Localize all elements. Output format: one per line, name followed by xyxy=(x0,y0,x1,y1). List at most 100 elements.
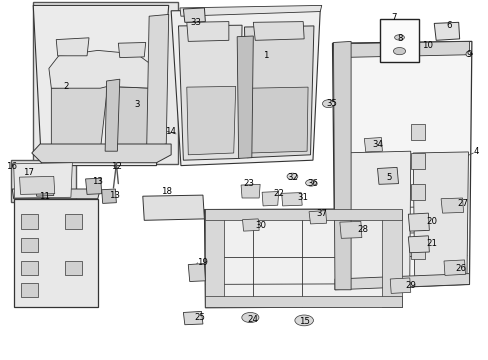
Polygon shape xyxy=(171,9,320,166)
Polygon shape xyxy=(237,36,253,158)
Polygon shape xyxy=(244,26,313,158)
Polygon shape xyxy=(14,199,98,307)
Polygon shape xyxy=(142,195,204,220)
Text: 10: 10 xyxy=(421,41,431,50)
Polygon shape xyxy=(204,209,401,308)
Polygon shape xyxy=(183,311,203,325)
Bar xyxy=(20,238,38,252)
Text: 24: 24 xyxy=(246,315,257,324)
Text: 34: 34 xyxy=(372,140,383,149)
Polygon shape xyxy=(443,260,465,275)
Polygon shape xyxy=(410,124,425,140)
Polygon shape xyxy=(364,138,382,152)
Polygon shape xyxy=(253,22,304,40)
Polygon shape xyxy=(332,41,471,290)
Bar xyxy=(20,261,38,275)
Text: 36: 36 xyxy=(306,179,317,188)
Text: 15: 15 xyxy=(299,317,309,325)
Polygon shape xyxy=(205,209,401,220)
Text: 30: 30 xyxy=(255,220,265,230)
Text: 13: 13 xyxy=(92,177,102,186)
Polygon shape xyxy=(183,8,205,22)
Text: 9: 9 xyxy=(466,50,471,59)
Text: 37: 37 xyxy=(316,209,327,217)
Polygon shape xyxy=(241,184,260,198)
Text: 19: 19 xyxy=(196,258,207,266)
Bar xyxy=(20,283,38,297)
Polygon shape xyxy=(118,42,145,58)
Text: 4: 4 xyxy=(472,148,478,156)
Text: 7: 7 xyxy=(390,13,396,22)
Polygon shape xyxy=(20,176,55,194)
Polygon shape xyxy=(433,22,459,40)
Polygon shape xyxy=(410,243,425,259)
Polygon shape xyxy=(32,144,171,163)
Polygon shape xyxy=(407,213,428,231)
Text: 32: 32 xyxy=(287,173,298,181)
Polygon shape xyxy=(382,210,401,307)
Polygon shape xyxy=(49,50,156,88)
Text: 23: 23 xyxy=(243,179,254,188)
Polygon shape xyxy=(85,178,102,194)
Text: 21: 21 xyxy=(426,238,436,248)
Polygon shape xyxy=(410,214,425,230)
Text: 17: 17 xyxy=(23,168,34,177)
Polygon shape xyxy=(339,221,361,238)
Text: 28: 28 xyxy=(356,225,367,234)
Polygon shape xyxy=(249,87,307,153)
Polygon shape xyxy=(334,274,468,290)
Ellipse shape xyxy=(294,315,313,326)
Polygon shape xyxy=(33,2,178,164)
Text: 27: 27 xyxy=(456,199,467,208)
Text: 13: 13 xyxy=(108,191,119,199)
Polygon shape xyxy=(33,5,168,166)
Polygon shape xyxy=(12,189,100,199)
Polygon shape xyxy=(440,198,463,213)
Polygon shape xyxy=(11,160,76,202)
Polygon shape xyxy=(180,5,321,16)
Polygon shape xyxy=(389,278,410,293)
Polygon shape xyxy=(186,86,235,155)
Polygon shape xyxy=(333,41,350,290)
Text: 25: 25 xyxy=(194,313,205,322)
Polygon shape xyxy=(188,264,205,282)
Text: 16: 16 xyxy=(6,162,17,171)
Polygon shape xyxy=(412,152,468,278)
Ellipse shape xyxy=(394,35,404,40)
Polygon shape xyxy=(51,86,107,151)
Text: 26: 26 xyxy=(455,264,466,273)
Text: 33: 33 xyxy=(190,18,201,27)
Text: 22: 22 xyxy=(273,189,284,198)
Polygon shape xyxy=(281,193,302,206)
Polygon shape xyxy=(107,86,151,151)
Bar xyxy=(64,214,82,229)
Ellipse shape xyxy=(286,173,297,180)
Polygon shape xyxy=(410,153,425,169)
Polygon shape xyxy=(56,38,89,56)
Text: 1: 1 xyxy=(263,51,268,60)
Ellipse shape xyxy=(465,51,470,57)
Text: 31: 31 xyxy=(297,193,307,202)
Text: 6: 6 xyxy=(445,21,450,30)
Text: 2: 2 xyxy=(63,82,69,91)
Polygon shape xyxy=(14,163,72,198)
Polygon shape xyxy=(242,219,259,231)
Text: 11: 11 xyxy=(39,192,50,201)
Ellipse shape xyxy=(392,48,405,55)
Text: 12: 12 xyxy=(111,162,122,171)
Polygon shape xyxy=(262,192,278,206)
Text: 29: 29 xyxy=(404,281,415,289)
Polygon shape xyxy=(205,296,401,307)
Bar xyxy=(20,214,38,229)
Bar xyxy=(64,261,82,275)
Polygon shape xyxy=(186,22,228,41)
Text: 14: 14 xyxy=(165,127,176,136)
Polygon shape xyxy=(410,184,425,200)
Ellipse shape xyxy=(322,100,334,108)
Text: 20: 20 xyxy=(426,217,436,226)
Polygon shape xyxy=(377,167,398,184)
Text: 35: 35 xyxy=(326,99,337,108)
Text: 3: 3 xyxy=(134,100,140,109)
Text: 5: 5 xyxy=(386,173,391,181)
Ellipse shape xyxy=(305,180,316,186)
